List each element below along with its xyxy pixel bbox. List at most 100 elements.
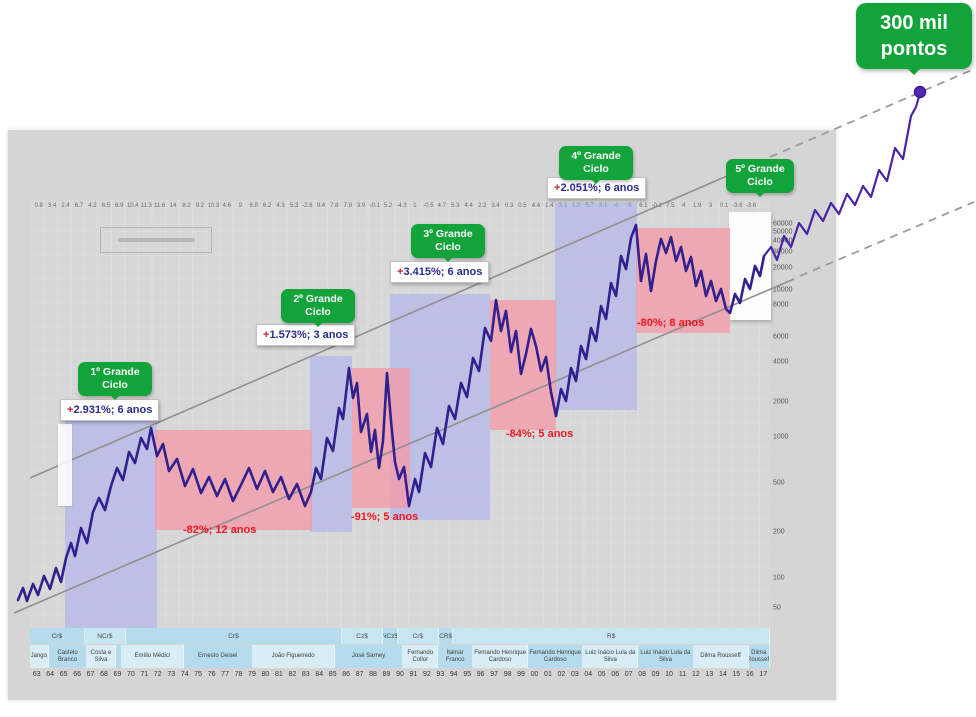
year-label: 03 [570, 671, 579, 678]
year-label: 82 [288, 671, 297, 678]
annual-value: 14 [169, 203, 177, 209]
currency-band: Cr$NCr$Cr$Cz$NCz$Cr$CR$R$ [30, 628, 771, 644]
year-label: 86 [342, 671, 351, 678]
decline3-shade [490, 300, 556, 430]
currency-cell: Cr$ [397, 628, 439, 644]
annual-value: 9.4 [316, 203, 326, 209]
annual-value: 4 [682, 203, 686, 209]
year-label: 75 [194, 671, 203, 678]
year-label: 80 [261, 671, 270, 678]
year-label: 77 [221, 671, 229, 678]
year-label: 96 [476, 671, 485, 678]
y-axis-tick: 10000 [773, 286, 793, 294]
annual-value: 10.3 [207, 203, 220, 209]
year-label: 13 [705, 671, 714, 678]
currency-cell: Cz$ [341, 628, 384, 644]
year-label: 64 [46, 671, 55, 678]
cycle-bubble-2: 2º Grande Ciclo [281, 289, 355, 324]
annual-value: -2.8 [302, 203, 313, 209]
year-label: 89 [382, 671, 391, 678]
cycle-bubble-1: 1º Grande Ciclo [78, 362, 152, 397]
y-axis-tick: 30000 [773, 248, 793, 256]
year-label: 73 [167, 671, 176, 678]
year-label: 00 [530, 671, 539, 678]
target-dot [913, 85, 927, 99]
president-cell: Costa e Silva [87, 645, 116, 668]
year-label: 08 [638, 671, 647, 678]
year-label: 91 [409, 671, 418, 678]
year-label: 05 [597, 671, 606, 678]
y-axis-tick: 1000 [773, 433, 789, 441]
y-axis-tick: 6000 [773, 333, 789, 341]
annual-value: 3 [708, 203, 713, 209]
annual-value: 4.4 [464, 203, 473, 209]
cycle4-up-shade [555, 203, 637, 410]
president-cell: José Sarney [334, 645, 404, 668]
annual-value: 6.7 [74, 203, 84, 209]
year-label: 16 [745, 671, 754, 678]
year-label: 02 [557, 671, 566, 678]
left-annotation-strip [58, 424, 72, 506]
annual-value: 6.9 [115, 203, 124, 209]
year-label: 90 [396, 671, 404, 678]
annual-value: -0.1 [369, 203, 380, 209]
currency-cell: NCr$ [84, 628, 127, 644]
cycle-bubble-4: 4º Grande Ciclo [559, 146, 633, 181]
y-axis-tick: 100 [773, 574, 785, 582]
year-label: 67 [86, 671, 95, 678]
currency-cell: NCz$ [383, 628, 398, 644]
y-axis-tick: 4000 [773, 358, 789, 366]
annual-value: 6.8 [249, 203, 258, 209]
year-label: 70 [127, 671, 135, 678]
decline-label-1: -82%; 12 anos [183, 524, 257, 536]
annual-value: -0.1 [651, 203, 663, 209]
y-axis-tick: 40000 [773, 237, 793, 245]
annual-value: 7.5 [666, 203, 675, 209]
annual-value: 5.2 [383, 203, 393, 209]
president-cell: Fernando Henrique Cardoso [473, 645, 529, 668]
cycle1-up-shade [65, 400, 157, 630]
year-label: 04 [584, 671, 593, 678]
year-label: 92 [422, 671, 431, 678]
year-label: 15 [732, 671, 741, 678]
year-label: 81 [274, 671, 283, 678]
gain-label-2: +1.573%; 3 anos [256, 324, 356, 346]
president-cell: Jango [30, 645, 49, 668]
year-label: 71 [140, 671, 149, 678]
year-label: 72 [153, 671, 162, 678]
president-cell [115, 645, 122, 668]
target-callout: 300 mil pontos [856, 3, 972, 69]
annual-value: 10.4 [126, 203, 139, 209]
year-label: 17 [759, 671, 768, 678]
year-label: 84 [315, 671, 324, 678]
annual-value: 2.4 [61, 203, 70, 209]
year-label: 01 [544, 671, 552, 678]
year-label: 78 [234, 671, 243, 678]
annual-value: 3.4 [491, 203, 500, 209]
cycle2-up-shade [310, 356, 352, 532]
annual-value: 0.8 [34, 203, 43, 209]
year-label: 06 [611, 671, 620, 678]
cycle-bubble-5: 5º Grande Ciclo [726, 159, 794, 194]
president-cell: João Figueiredo [252, 645, 335, 668]
annual-value: 9 [238, 203, 242, 209]
year-label: 09 [651, 671, 660, 678]
decline-label-2: -91%; 5 anos [351, 511, 419, 523]
y-axis-tick: 2000 [773, 398, 789, 406]
decline1-shade [155, 430, 312, 530]
president-cell: Luiz Inácio Lula da Silva [638, 645, 694, 668]
annual-value: 3.4 [47, 203, 57, 209]
annual-value: 0.3 [504, 203, 514, 209]
year-label: 63 [32, 671, 41, 678]
y-axis-tick: 200 [773, 528, 785, 536]
year-label: 79 [248, 671, 256, 678]
annual-value: 1 [413, 203, 417, 209]
year-label: 87 [355, 671, 364, 678]
annual-value: 11.3 [140, 203, 152, 209]
annual-value: 6.2 [262, 203, 272, 209]
y-axis-tick: 8000 [773, 301, 789, 309]
year-label: 11 [678, 671, 687, 678]
watermark-box [100, 227, 212, 253]
annual-value: 6.1 [639, 203, 648, 209]
